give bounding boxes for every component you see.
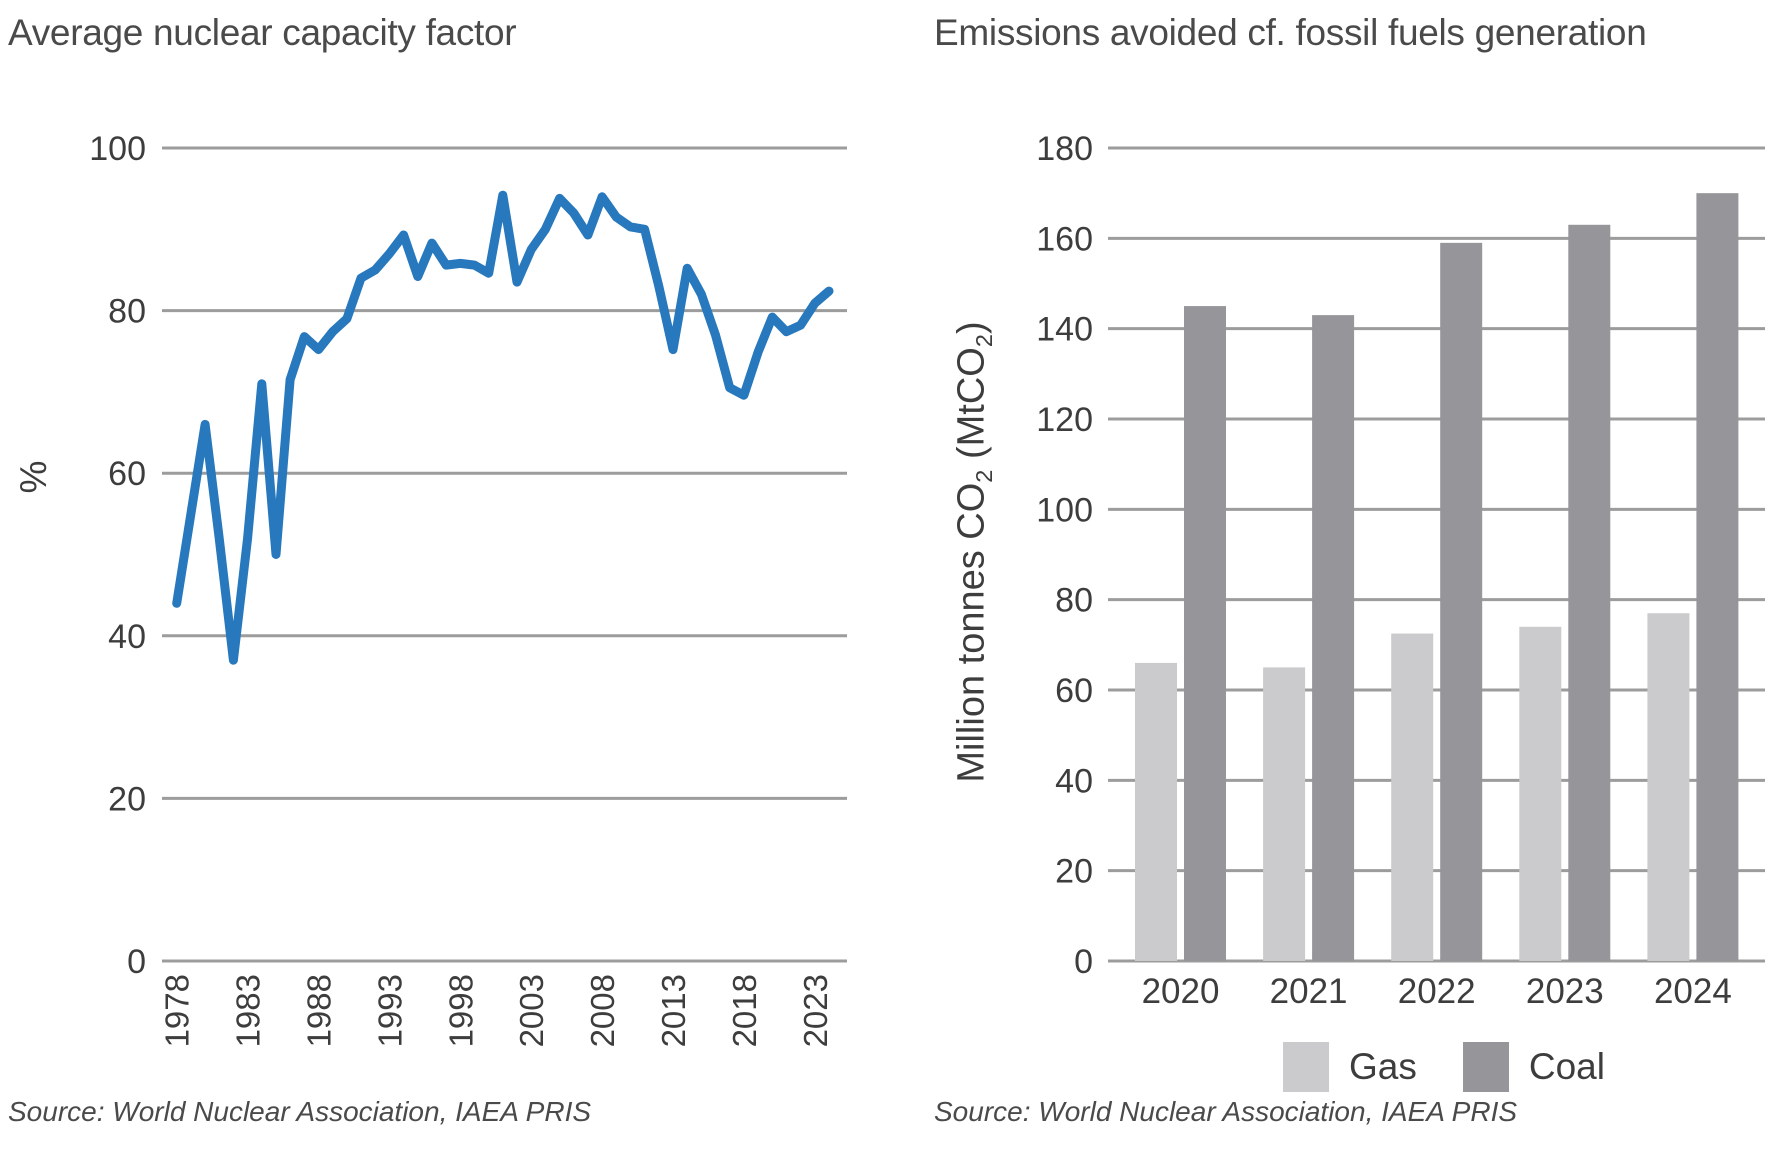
capacity-y-tick-label: 40 [108, 618, 146, 656]
emissions-y-tick-label: 60 [1055, 672, 1093, 710]
capacity-x-tick-label: 2023 [797, 974, 834, 1047]
gas-bar [1135, 662, 1177, 961]
capacity-x-tick-label: 2018 [726, 974, 763, 1047]
gas-legend-label: Gas [1349, 1046, 1417, 1087]
capacity-y-tick-label: 100 [89, 130, 146, 168]
coal-bar [1568, 224, 1611, 962]
coal-bar [1312, 315, 1355, 961]
emissions-y-axis-label: Million tonnes CO2 (MtCO2) [950, 321, 998, 783]
emissions-x-tick-label: 2023 [1526, 972, 1604, 1011]
emissions-chart-title: Emissions avoided cf. fossil fuels gener… [934, 12, 1647, 53]
legend: Gas Coal [1283, 1042, 1605, 1092]
capacity-y-tick-label: 20 [108, 780, 146, 818]
coal-bar [1696, 193, 1739, 961]
capacity-y-tick-label: 80 [108, 293, 146, 331]
capacity-x-tick-label: 1988 [301, 974, 338, 1047]
coal-legend-swatch [1462, 1042, 1509, 1092]
capacity-y-tick-label: 0 [127, 943, 146, 981]
gas-bar [1519, 626, 1562, 961]
coal-legend-label: Coal [1528, 1046, 1605, 1087]
emissions-y-tick-label: 40 [1055, 762, 1093, 800]
capacity-y-tick-label: 60 [108, 455, 146, 493]
capacity-x-tick-label: 2013 [655, 974, 692, 1047]
emissions-y-tick-label: 140 [1036, 311, 1093, 349]
emissions-x-tick-label: 2024 [1654, 972, 1732, 1011]
capacity-x-tick-label: 2003 [513, 974, 550, 1047]
emissions-y-tick-label: 180 [1036, 130, 1093, 168]
emissions-x-tick-label: 2020 [1142, 972, 1220, 1011]
gas-bar [1647, 613, 1690, 961]
capacity-x-tick-label: 2008 [584, 974, 621, 1047]
coal-bar [1440, 242, 1483, 962]
emissions-x-tick-label: 2021 [1270, 972, 1348, 1011]
emissions-y-tick-label: 20 [1055, 853, 1093, 891]
gas-legend-swatch [1283, 1042, 1330, 1092]
emissions-y-tick-label: 0 [1074, 943, 1093, 981]
emissions-y-tick-label: 120 [1036, 401, 1093, 439]
emissions-source-text: Source: World Nuclear Association, IAEA … [934, 1096, 1518, 1127]
capacity-x-tick-label: 1993 [371, 974, 408, 1047]
capacity-x-tick-label: 1978 [159, 974, 196, 1047]
coal-bar [1184, 306, 1226, 961]
emissions-x-tick-label: 2022 [1398, 972, 1476, 1011]
emissions-y-tick-label: 80 [1055, 582, 1093, 620]
capacity-factor-line [172, 190, 834, 665]
capacity-y-axis-label: % [13, 460, 54, 494]
emissions-y-tick-label: 100 [1036, 491, 1093, 529]
capacity-source-text: Source: World Nuclear Association, IAEA … [8, 1096, 592, 1127]
capacity-x-tick-label: 1998 [442, 974, 479, 1047]
capacity-x-tick-label: 1983 [230, 974, 267, 1047]
gas-bar [1263, 667, 1306, 961]
emissions-y-tick-label: 160 [1036, 220, 1093, 258]
gas-bar [1391, 633, 1434, 961]
capacity-chart-title: Average nuclear capacity factor [8, 12, 517, 53]
